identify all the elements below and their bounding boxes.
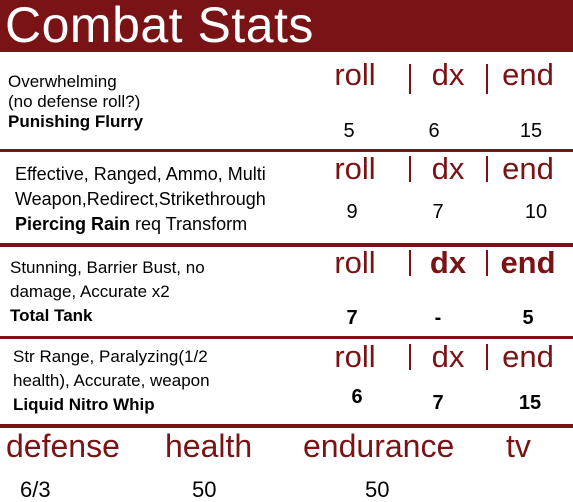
attack-requirement: req Transform [130,214,248,234]
attack-name: Total Tank [10,306,93,325]
trait-line: damage, Accurate x2 [10,282,170,301]
row-divider [0,424,573,428]
title-bar [0,0,573,52]
column-divider [486,344,488,370]
row-divider [0,149,573,152]
attack-description: Str Range, Paralyzing(1/2 health), Accur… [13,345,210,417]
roll-value: 6 [351,386,363,408]
roll-header: roll [334,57,376,92]
trait-line: Stunning, Barrier Bust, no [10,258,205,277]
endurance-value: 50 [365,477,390,502]
attack-description: Overwhelming (no defense roll?) Punishin… [8,72,143,132]
roll-value: 7 [346,307,358,329]
end-header: end [502,151,554,186]
end-value: 10 [524,201,548,223]
end-header: end [500,245,556,280]
attack-name: Punishing Flurry [8,112,144,131]
tv-label: tv [506,428,531,464]
page-title: Combat Stats [5,0,314,53]
trait-line: Str Range, Paralyzing(1/2 [13,347,208,366]
attack-description: Effective, Ranged, Ammo, Multi Weapon,Re… [15,162,266,237]
attack-name: Piercing Rain [15,214,131,234]
column-divider [409,64,411,94]
column-divider [409,250,411,276]
roll-header: roll [334,151,376,186]
row-divider [0,336,573,339]
end-value: 5 [522,307,534,329]
attack-name-line: Punishing Flurry [8,112,143,132]
defense-value: 6/3 [20,477,51,502]
end-header: end [502,339,554,374]
dx-value: - [434,307,442,329]
health-label: health [165,428,253,464]
end-value: 15 [519,120,543,142]
trait-line: Overwhelming [8,72,117,91]
row-divider [0,243,573,247]
trait-line: health), Accurate, weapon [13,371,210,390]
roll-header: roll [334,245,376,280]
roll-header: roll [334,339,376,374]
column-divider [486,250,488,276]
dx-value: 7 [432,392,444,414]
attack-name: Liquid Nitro Whip [13,395,155,414]
dx-header: dx [431,57,465,92]
column-divider [486,156,488,182]
trait-line: (no defense roll?) [8,92,141,111]
trait-line: Effective, Ranged, Ammo, Multi [15,164,266,184]
attack-description: Stunning, Barrier Bust, no damage, Accur… [10,256,205,328]
roll-value: 5 [343,120,355,142]
end-header: end [502,57,554,92]
dx-header: dx [429,245,467,280]
attack-name-line: Total Tank [10,304,205,328]
column-divider [409,344,411,370]
dx-value: 7 [432,201,444,223]
column-divider [409,156,411,182]
trait-line: Weapon,Redirect,Strikethrough [15,189,266,209]
roll-value: 9 [346,201,358,223]
attack-name-line: Liquid Nitro Whip [13,393,210,417]
attack-name-line: Piercing Rain req Transform [15,212,266,237]
end-value: 15 [518,392,542,414]
defense-label: defense [6,428,120,464]
dx-header: dx [431,151,465,186]
dx-value: 6 [428,120,440,142]
endurance-label: endurance [303,428,455,464]
column-divider [486,64,488,94]
dx-header: dx [431,339,465,374]
health-value: 50 [192,477,217,502]
